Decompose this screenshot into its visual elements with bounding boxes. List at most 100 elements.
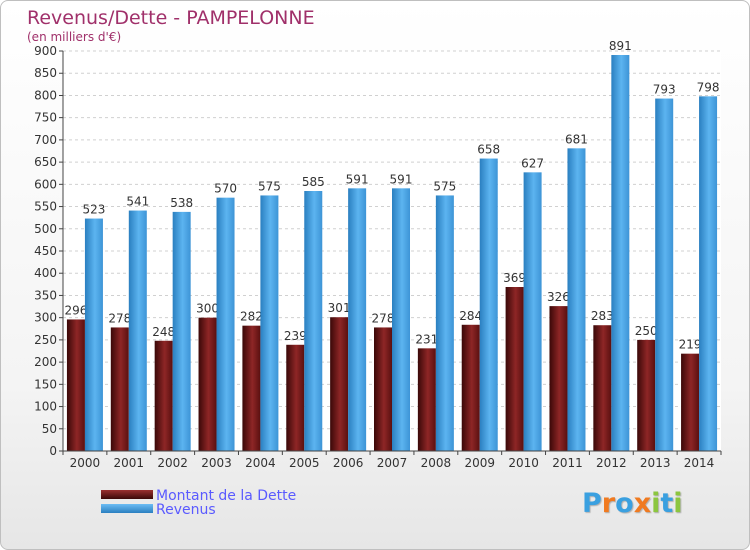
debt-bar <box>374 327 392 451</box>
data-label: 296 <box>64 303 87 317</box>
data-label: 585 <box>302 175 325 189</box>
y-axis: 0 50 100 150 200 250 300 350 400 450 500 550 600 650 7… <box>34 44 64 458</box>
x-tick-label: 2013 <box>640 456 671 470</box>
revenus-bar <box>84 218 103 451</box>
x-tick-label: 2012 <box>596 456 627 470</box>
logo-letter: o <box>615 488 634 519</box>
data-label: 231 <box>415 332 438 346</box>
data-label: 591 <box>346 172 369 186</box>
y-tick-label: 350 <box>34 288 57 302</box>
y-tick-label: 0 <box>49 444 57 458</box>
y-tick-label: 800 <box>34 88 57 102</box>
debt-bar <box>505 287 524 451</box>
legend: Montant de la Dette Revenus <box>101 488 296 518</box>
y-tick-label: 150 <box>34 377 57 391</box>
x-axis: 2000 2001 2002 2003 2004 2005 2006 2007 2008 2009… <box>62 450 722 470</box>
data-label: 219 <box>679 338 702 352</box>
proxiti-logo: Proxiti <box>582 488 683 519</box>
x-tick-label: 2003 <box>201 456 232 470</box>
logo-letter: P <box>582 488 602 519</box>
data-label: 575 <box>433 179 456 193</box>
y-tick-label: 200 <box>34 355 57 369</box>
debt-bar <box>286 344 305 451</box>
data-label: 570 <box>214 182 237 196</box>
x-tick-label: 2014 <box>684 456 715 470</box>
revenus-bar <box>699 96 718 451</box>
logo-letter: t <box>660 488 674 519</box>
x-tick-label: 2010 <box>508 456 539 470</box>
y-tick-label: 900 <box>34 44 57 58</box>
data-label: 239 <box>284 329 307 343</box>
data-label: 278 <box>108 311 131 325</box>
revenus-bar <box>216 197 235 451</box>
debt-bar <box>110 327 129 451</box>
data-label: 301 <box>328 301 351 315</box>
y-tick-label: 650 <box>34 155 57 169</box>
y-tick-label: 700 <box>34 133 57 147</box>
data-label: 798 <box>697 80 720 94</box>
debt-bar <box>417 348 436 451</box>
revenus-bar <box>655 98 674 452</box>
revenus-bar <box>392 188 410 452</box>
x-tick-label: 2000 <box>70 456 101 470</box>
bars: 296 523 278 541 248 538 300 570 282 575 239 585 301 5… <box>64 39 720 452</box>
debt-bar <box>637 339 656 451</box>
y-tick-label: 250 <box>34 333 57 347</box>
x-tick-label: 2004 <box>245 456 276 470</box>
data-label: 284 <box>459 309 482 323</box>
x-tick-label: 2001 <box>114 456 145 470</box>
debt-bar <box>66 319 85 451</box>
y-tick-label: 750 <box>34 111 57 125</box>
legend-label-debt: Montant de la Dette <box>156 488 296 504</box>
revenus-bar <box>611 55 630 451</box>
logo-letter: r <box>601 488 616 519</box>
revenus-bar <box>172 211 191 451</box>
data-label: 250 <box>635 324 658 338</box>
debt-bar <box>198 317 217 451</box>
revenus-bar <box>348 188 367 452</box>
x-tick-label: 2009 <box>464 456 495 470</box>
data-label: 658 <box>477 143 500 157</box>
debt-bar <box>681 353 700 451</box>
data-label: 300 <box>196 302 219 316</box>
logo-letter: i <box>673 488 683 519</box>
x-tick-label: 2006 <box>333 456 364 470</box>
revenus-bar <box>567 148 586 452</box>
y-tick-label: 50 <box>42 422 57 436</box>
y-tick-label: 450 <box>34 244 57 258</box>
y-tick-label: 100 <box>34 400 57 414</box>
data-label: 248 <box>152 325 175 339</box>
y-tick-label: 400 <box>34 266 57 280</box>
data-label: 283 <box>591 309 614 323</box>
y-tick-label: 600 <box>34 177 57 191</box>
revenus-bar <box>435 195 454 451</box>
x-tick-label: 2008 <box>421 456 452 470</box>
chart-subtitle: (en milliers d'€) <box>27 30 122 44</box>
data-label: 523 <box>82 203 105 217</box>
data-label: 591 <box>390 172 413 186</box>
logo-letter: i <box>651 488 661 519</box>
y-tick-label: 550 <box>34 200 57 214</box>
legend-swatch-revenus <box>101 504 153 513</box>
revenus-bar <box>128 210 147 451</box>
data-label: 278 <box>372 311 395 325</box>
logo-letter: x <box>633 488 652 519</box>
data-label: 282 <box>240 310 263 324</box>
debt-bar <box>461 324 480 451</box>
data-label: 541 <box>126 195 149 209</box>
debt-bar <box>242 325 261 451</box>
debt-bar <box>593 325 612 451</box>
data-label: 681 <box>565 132 588 146</box>
revenus-bar <box>304 191 323 451</box>
data-label: 793 <box>653 83 676 97</box>
x-tick-label: 2011 <box>552 456 583 470</box>
x-tick-label: 2005 <box>289 456 320 470</box>
legend-swatch-debt <box>101 490 153 499</box>
revenus-bar <box>479 158 498 452</box>
data-label: 538 <box>170 196 193 210</box>
data-label: 369 <box>503 271 526 285</box>
data-label: 326 <box>547 290 570 304</box>
chart-title: Revenus/Dette - PAMPELONNE <box>27 7 315 29</box>
x-tick-label: 2007 <box>377 456 408 470</box>
